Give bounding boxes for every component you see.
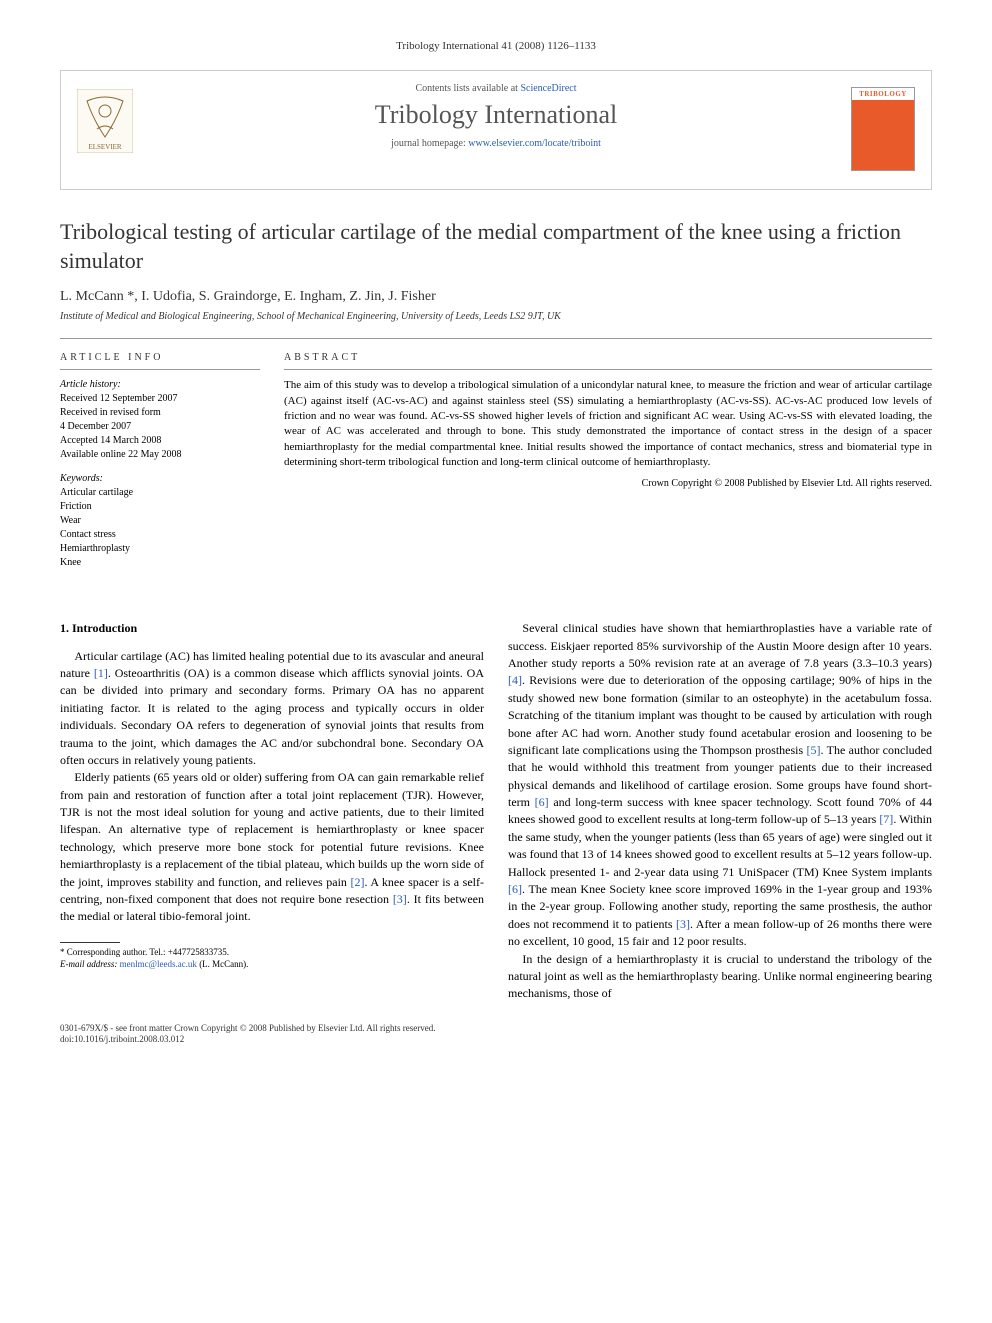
keywords-label: Keywords:: [60, 472, 260, 486]
ref-link[interactable]: [1]: [94, 666, 108, 680]
corresponding-email-link[interactable]: menlmc@leeds.ac.uk: [120, 959, 197, 969]
email-label: E-mail address:: [60, 959, 120, 969]
footnote-separator: [60, 942, 120, 943]
keywords-block: Keywords: Articular cartilage Friction W…: [60, 472, 260, 570]
journal-cover-label: TRIBOLOGY: [852, 88, 914, 100]
revised-date: 4 December 2007: [60, 420, 260, 434]
journal-homepage-line: journal homepage: www.elsevier.com/locat…: [157, 138, 835, 149]
keyword: Contact stress: [60, 528, 260, 542]
body-text: and long-term success with knee spacer t…: [508, 795, 932, 826]
page-footer: 0301-679X/$ - see front matter Crown Cop…: [60, 1023, 932, 1046]
section-1-heading: 1. Introduction: [60, 620, 484, 637]
body-paragraph: In the design of a hemiarthroplasty it i…: [508, 951, 932, 1003]
footer-doi: doi:10.1016/j.triboint.2008.03.012: [60, 1034, 932, 1046]
abstract-block: ABSTRACT The aim of this study was to de…: [284, 351, 932, 570]
body-text: Elderly patients (65 years old or older)…: [60, 770, 484, 888]
ref-link[interactable]: [2]: [350, 875, 364, 889]
accepted-date: Accepted 14 March 2008: [60, 434, 260, 448]
journal-homepage-link[interactable]: www.elsevier.com/locate/triboint: [468, 138, 601, 149]
contents-available-line: Contents lists available at ScienceDirec…: [157, 83, 835, 94]
email-footnote: E-mail address: menlmc@leeds.ac.uk (L. M…: [60, 959, 484, 971]
header-center: Contents lists available at ScienceDirec…: [157, 83, 835, 149]
keyword: Wear: [60, 514, 260, 528]
email-suffix: (L. McCann).: [197, 959, 249, 969]
body-text: Several clinical studies have shown that…: [508, 621, 932, 670]
keyword: Friction: [60, 500, 260, 514]
affiliation: Institute of Medical and Biological Engi…: [60, 311, 932, 322]
elsevier-logo: ELSEVIER: [77, 89, 133, 153]
abstract-text: The aim of this study was to develop a t…: [284, 378, 932, 470]
article-title: Tribological testing of articular cartil…: [60, 218, 932, 275]
contents-prefix: Contents lists available at: [415, 83, 520, 94]
ref-link[interactable]: [3]: [676, 917, 690, 931]
svg-text:ELSEVIER: ELSEVIER: [88, 143, 121, 151]
journal-header-box: ELSEVIER TRIBOLOGY Contents lists availa…: [60, 70, 932, 190]
revised-label: Received in revised form: [60, 406, 260, 420]
keyword: Knee: [60, 556, 260, 570]
keyword: Articular cartilage: [60, 486, 260, 500]
ref-link[interactable]: [6]: [508, 882, 522, 896]
history-label: Article history:: [60, 378, 260, 392]
body-text: . Osteoarthritis (OA) is a common diseas…: [60, 666, 484, 767]
homepage-prefix: journal homepage:: [391, 138, 468, 149]
keyword: Hemiarthroplasty: [60, 542, 260, 556]
corresponding-author-footnote: * Corresponding author. Tel.: +447725833…: [60, 947, 484, 959]
ref-link[interactable]: [7]: [879, 812, 893, 826]
ref-link[interactable]: [6]: [535, 795, 549, 809]
body-paragraph: Elderly patients (65 years old or older)…: [60, 769, 484, 926]
article-info-heading: ARTICLE INFO: [60, 351, 260, 370]
journal-cover-thumbnail: TRIBOLOGY: [851, 87, 915, 171]
ref-link[interactable]: [4]: [508, 673, 522, 687]
received-date: Received 12 September 2007: [60, 392, 260, 406]
ref-link[interactable]: [5]: [807, 743, 821, 757]
page-container: Tribology International 41 (2008) 1126–1…: [0, 0, 992, 1076]
body-paragraph: Articular cartilage (AC) has limited hea…: [60, 648, 484, 770]
body-paragraph: Several clinical studies have shown that…: [508, 620, 932, 950]
info-abstract-row: ARTICLE INFO Article history: Received 1…: [60, 338, 932, 570]
abstract-copyright: Crown Copyright © 2008 Published by Else…: [284, 477, 932, 491]
article-info-block: ARTICLE INFO Article history: Received 1…: [60, 351, 260, 570]
running-head: Tribology International 41 (2008) 1126–1…: [60, 40, 932, 52]
abstract-heading: ABSTRACT: [284, 351, 932, 370]
author-list: L. McCann *, I. Udofia, S. Graindorge, E…: [60, 289, 932, 305]
footer-front-matter: 0301-679X/$ - see front matter Crown Cop…: [60, 1023, 932, 1035]
sciencedirect-link[interactable]: ScienceDirect: [520, 83, 576, 94]
body-columns: 1. Introduction Articular cartilage (AC)…: [60, 620, 932, 1003]
online-date: Available online 22 May 2008: [60, 448, 260, 462]
ref-link[interactable]: [3]: [393, 892, 407, 906]
journal-title: Tribology International: [157, 100, 835, 130]
